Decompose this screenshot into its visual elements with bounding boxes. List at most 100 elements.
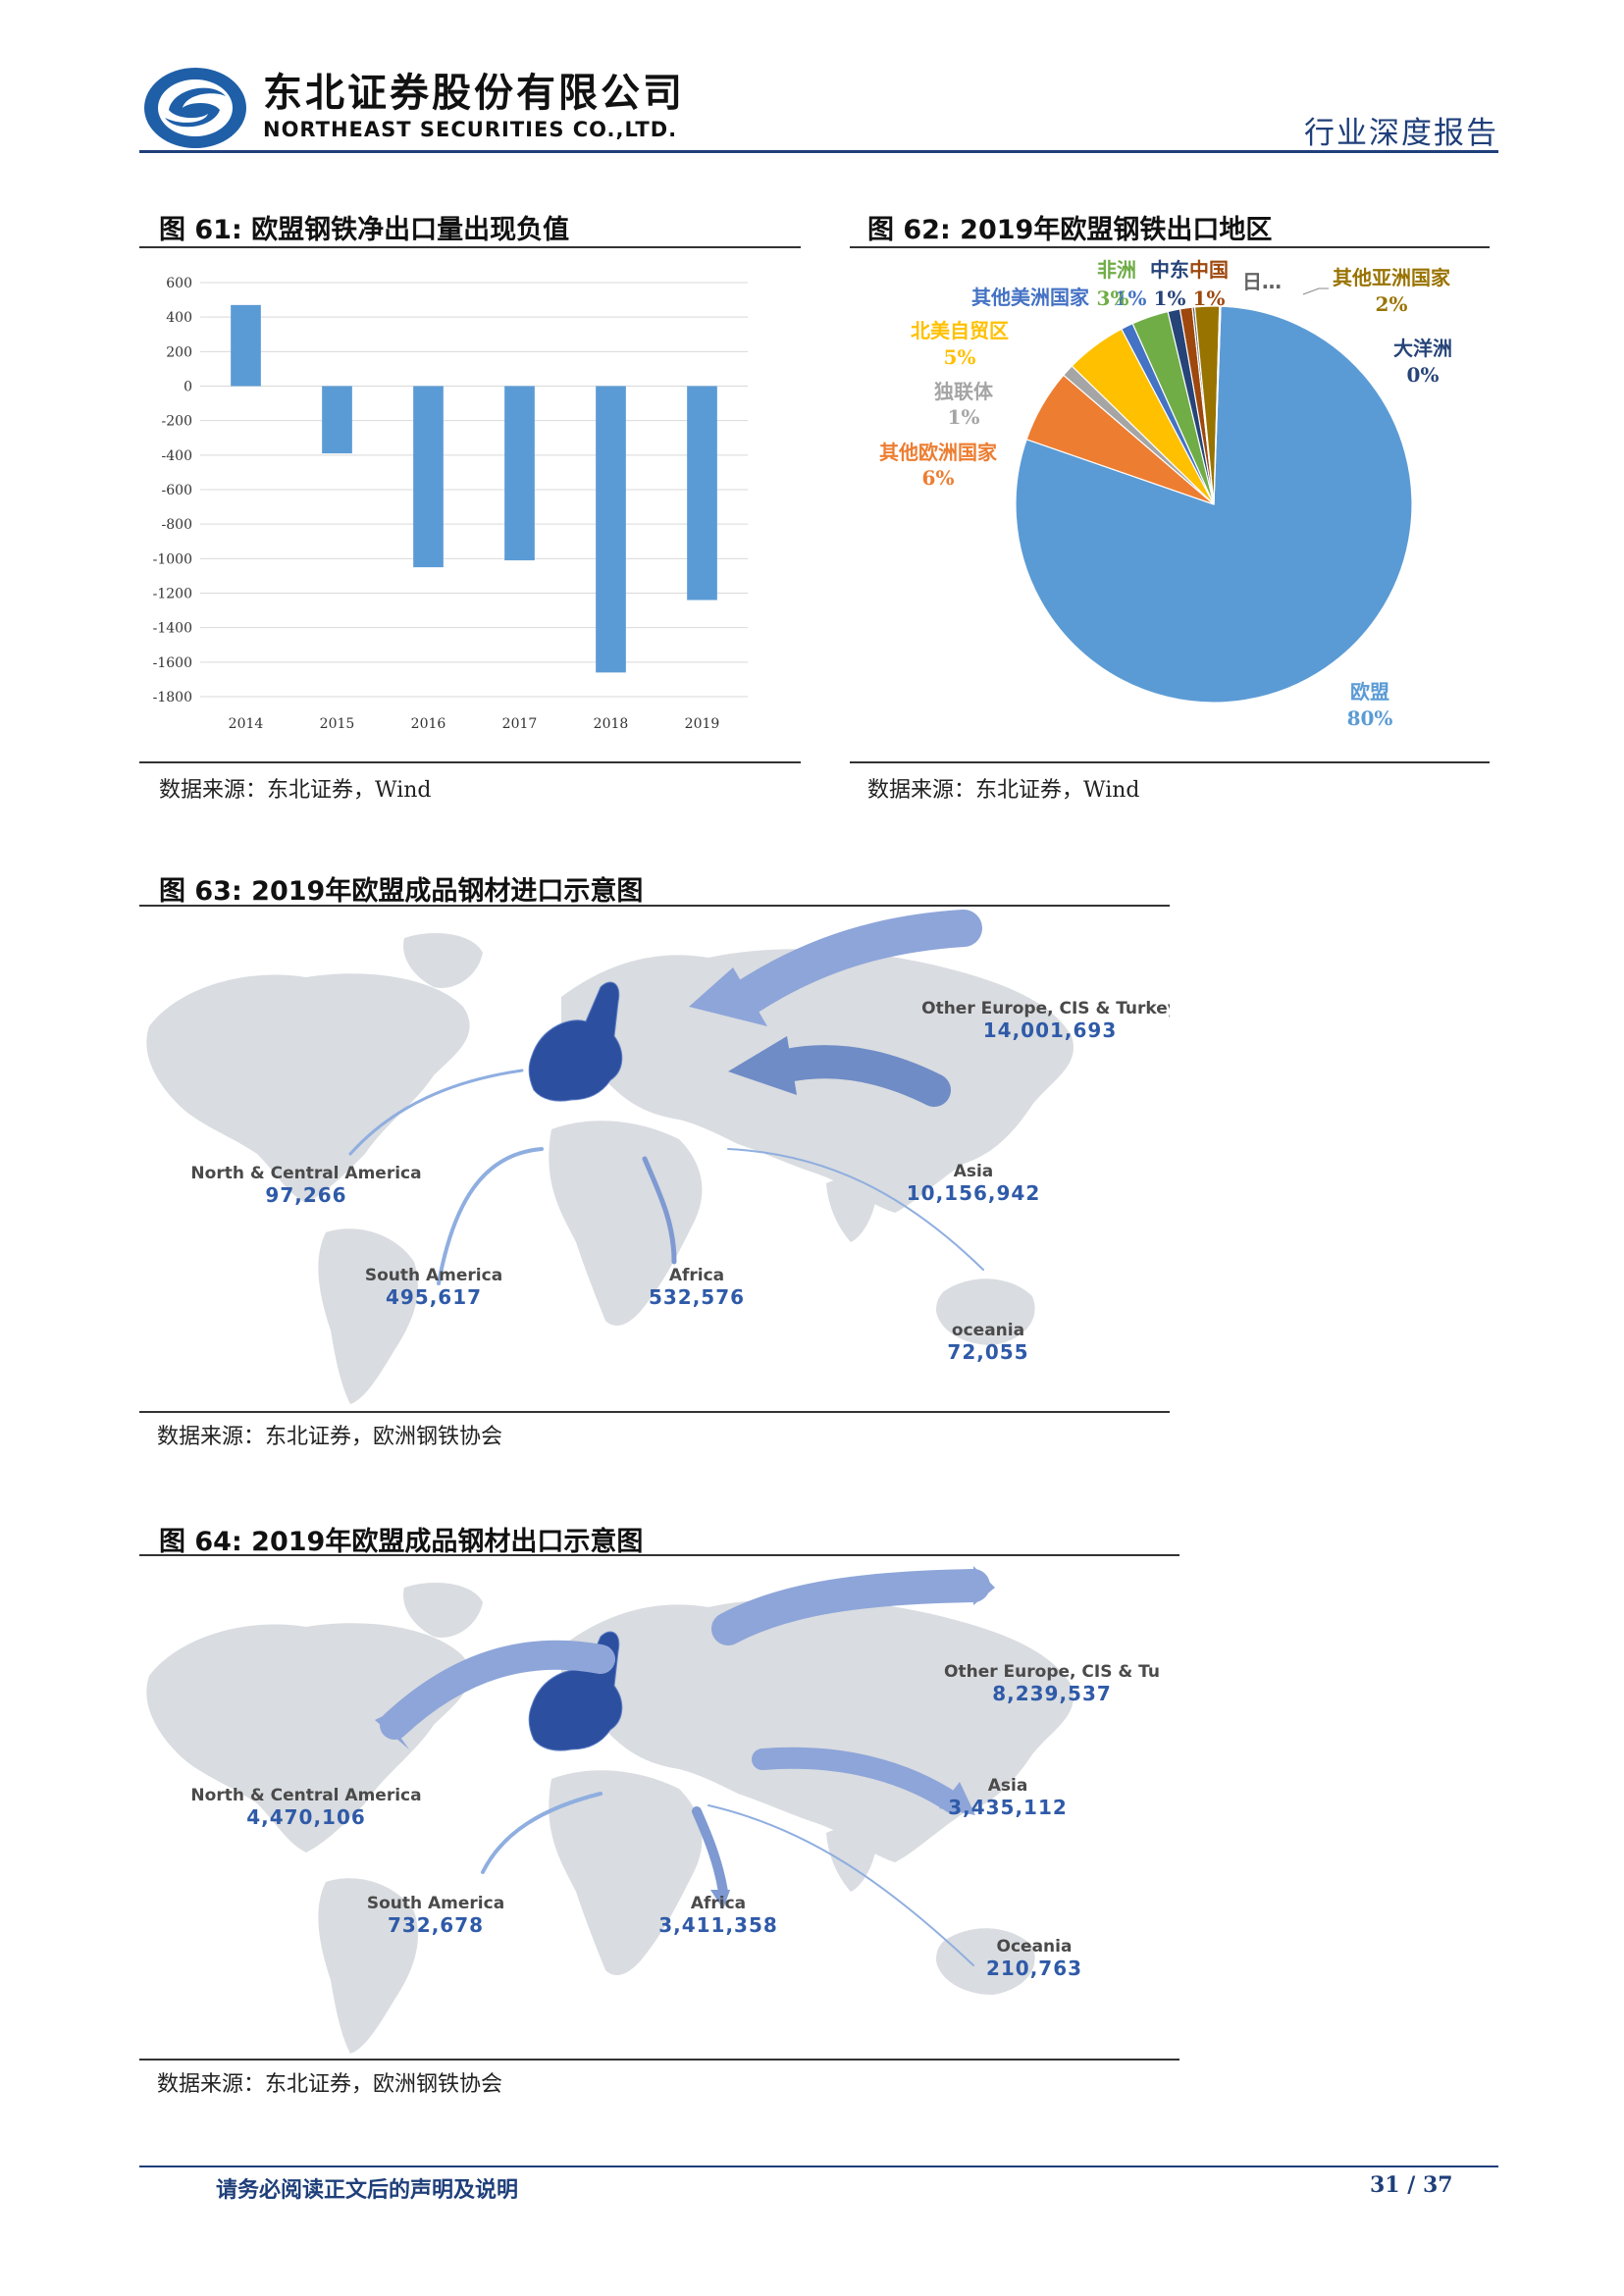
region-label-south-america: South America 732,678 [367, 1894, 504, 1937]
pie-label-name: 中国 [1189, 258, 1229, 282]
pie-label-name: 非洲 [1097, 258, 1136, 282]
bar-2016 [413, 386, 444, 568]
pie-label-value: 6% [922, 466, 955, 490]
region-name: North & Central America [190, 1164, 422, 1183]
continent-shape [549, 1770, 703, 1975]
continent-shape [318, 1228, 418, 1404]
x-tick-label: 2019 [685, 716, 720, 732]
figure-61-top-rule [139, 246, 801, 248]
figure-63-title: 图 63: 2019年欧盟成品钢材进口示意图 [159, 876, 644, 907]
company-logo [144, 68, 246, 148]
arrow-head [728, 1036, 797, 1095]
region-value: 3,435,112 [948, 1796, 1068, 1819]
flow-arrow [711, 1569, 990, 1645]
export-map: Other Europe, CIS & Tu 8,239,537 Asia 3,435… [139, 1558, 1179, 2057]
figure-64-bottom-rule [139, 2059, 1179, 2061]
flow-arrow [642, 1156, 677, 1265]
flow-arrow [380, 1640, 615, 1740]
region-label-asia: Asia 10,156,942 [907, 1162, 1041, 1205]
flow-arrow [437, 1147, 544, 1285]
region-value: 10,156,942 [906, 1181, 1041, 1205]
region-name: Other Europe, CIS & Turkey [921, 999, 1170, 1018]
import-map: Other Europe, CIS & Turkey 14,001,693 Asia… [139, 909, 1170, 1409]
y-tick-label: -800 [162, 517, 192, 533]
report-type: 行业深度报告 [1304, 116, 1498, 151]
figure-64-source: 数据来源：东北证券，欧洲钢铁协会 [157, 2072, 503, 2097]
figure-62-top-rule [850, 246, 1490, 248]
y-tick-label: -600 [162, 483, 192, 498]
arrow-head [689, 967, 767, 1026]
pie-label-value: 0% [1407, 363, 1440, 387]
continent-shape [936, 1278, 1035, 1345]
flow-arrow [752, 1747, 965, 1814]
net-export-bar-chart: 600 400 200 0 -200 -400 -600 -800 -1000 -1200 -140… [153, 276, 748, 732]
region-name: Oceania [996, 1937, 1073, 1957]
figure-63-top-rule [139, 905, 1170, 907]
footer-disclaimer: 请务必阅读正文后的声明及说明 [216, 2178, 519, 2203]
region-value: 72,055 [947, 1340, 1029, 1364]
company-name-en: NORTHEAST SECURITIES CO.,LTD. [263, 118, 678, 141]
figure-63-source: 数据来源：东北证券，欧洲钢铁协会 [157, 1425, 503, 1449]
flow-arrow [707, 1804, 974, 1966]
continent-shape [403, 1583, 483, 1638]
arrow-head [973, 1566, 995, 1605]
y-tick-label: 0 [183, 380, 192, 395]
pie-label-name: 大洋洲 [1393, 337, 1452, 360]
pie-label-name: 中东 [1150, 258, 1189, 282]
pie-label-value: 5% [944, 345, 976, 369]
y-tick-label: 200 [166, 344, 192, 360]
region-name: oceania [951, 1321, 1025, 1340]
flow-arrow [348, 1069, 524, 1156]
leader-line [1302, 287, 1329, 295]
region-value: 14,001,693 [982, 1018, 1118, 1042]
figure-64-top-rule [139, 1554, 1179, 1556]
bar-2014 [231, 304, 261, 387]
pie-slice-10 [1213, 305, 1222, 505]
continent-shape [561, 949, 1074, 1213]
continent-shape [936, 1928, 1035, 1995]
pie-label-value: 1% [1115, 287, 1147, 310]
figure-61-bottom-rule [139, 761, 801, 763]
region-label-north-america: North & Central America 97,266 [190, 1164, 421, 1207]
pie-label-name: 其他亚洲国家 [1333, 266, 1451, 289]
region-value: 732,678 [387, 1913, 485, 1937]
pie-label-value: 1% [1154, 287, 1186, 310]
region-value: 3,411,358 [658, 1913, 778, 1937]
continent-shape [826, 1829, 875, 1892]
region-label-oceania: Oceania 210,763 [986, 1937, 1082, 1980]
flow-arrow [692, 1806, 728, 1897]
world-map [146, 1566, 1074, 2054]
pie-label-value: 1% [948, 405, 980, 429]
region-label-south-america: South America 495,617 [365, 1266, 502, 1309]
arrow-head [375, 1715, 409, 1749]
region-name: Other Europe, CIS & Tu [944, 1662, 1160, 1682]
region-name: Africa [668, 1266, 725, 1285]
region-value: 210,763 [985, 1957, 1083, 1980]
pie-label-name: 其他美洲国家 [971, 286, 1090, 309]
company-name-cn: 东北证券股份有限公司 [263, 71, 685, 116]
x-tick-label: 2017 [502, 716, 538, 732]
figure-64-title: 图 64: 2019年欧盟成品钢材出口示意图 [159, 1527, 644, 1557]
y-tick-label: -1400 [153, 621, 192, 637]
region-value: 532,576 [648, 1285, 746, 1309]
y-tick-label: -1000 [153, 551, 192, 567]
eu-region [528, 981, 623, 1102]
flow-arrow [727, 1148, 984, 1271]
x-tick-label: 2015 [320, 716, 355, 732]
y-tick-label: -400 [162, 448, 192, 464]
figure-61-source: 数据来源：东北证券，Wind [159, 778, 432, 803]
continent-shape [318, 1878, 418, 2054]
y-tick-label: 600 [166, 276, 192, 291]
region-name: Asia [953, 1162, 994, 1181]
continent-shape [146, 1623, 470, 1852]
y-tick-label: -1800 [153, 690, 192, 705]
pie-label-value: 1% [1193, 287, 1226, 310]
continent-shape [403, 933, 483, 988]
pie-label-name: 日… [1242, 270, 1282, 293]
region-label-north-america: North & Central America 4,470,106 [190, 1786, 421, 1829]
region-name: Africa [690, 1894, 747, 1913]
page-number: 31 / 37 [1370, 2172, 1453, 2198]
x-tick-label: 2014 [229, 716, 264, 732]
figure-62-title: 图 62: 2019年欧盟钢铁出口地区 [867, 215, 1273, 245]
